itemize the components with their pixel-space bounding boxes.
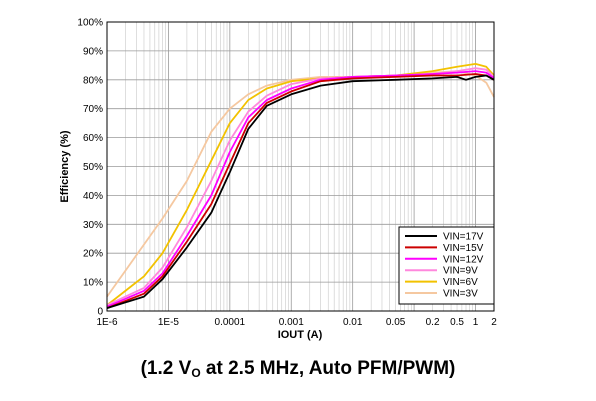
y-axis-label: Efficiency (%) (59, 130, 71, 202)
legend-box (398, 226, 495, 305)
series-lines (106, 63, 495, 309)
legend-label: VIN=15V (443, 243, 484, 254)
y-tick-label: 0 (97, 307, 103, 318)
caption-prefix: (1.2 V (140, 358, 192, 379)
y-tick-label: 70% (83, 104, 103, 115)
caption-subscript: O (191, 366, 201, 380)
caption-suffix: at 2.5 MHz, Auto PFM/PWM) (200, 358, 456, 379)
plot-frame (106, 21, 495, 312)
x-tick-label: 1E-6 (96, 317, 118, 328)
legend-label: VIN=6V (443, 277, 478, 288)
series-line-vin-12v (106, 70, 495, 308)
x-tick-label: 2 (491, 317, 497, 328)
legend-label: VIN=3V (443, 289, 478, 300)
x-tick-label: 0.001 (279, 317, 304, 328)
y-tick-labels: 0 10% 20% 30% 40% 50% 60% 70% 80% 90% 100% (77, 18, 103, 318)
y-tick-label: 40% (83, 191, 103, 202)
x-tick-label: 1E-5 (158, 317, 180, 328)
x-tick-label: 0.0001 (215, 317, 246, 328)
x-tick-label: 0.2 (426, 317, 440, 328)
y-tick-label: 90% (83, 46, 103, 57)
series-line-vin-6v (106, 63, 495, 306)
x-tick-label: 0.5 (450, 317, 464, 328)
x-tick-label: 1 (473, 317, 479, 328)
y-tick-label: 50% (83, 162, 103, 173)
y-tick-label: 30% (83, 220, 103, 231)
y-tick-label: 60% (83, 133, 103, 144)
x-tick-labels: 1E-6 1E-5 0.0001 0.001 0.01 0.05 0.2 0.5 1 2 (96, 317, 497, 328)
series-line-vin-17v (106, 74, 495, 309)
y-tick-label: 10% (83, 278, 103, 289)
x-axis-label: IOUT (A) (278, 329, 323, 341)
series-line-vin-9v (106, 67, 495, 307)
legend-label: VIN=17V (443, 232, 484, 243)
legend-label: VIN=9V (443, 266, 478, 277)
series-line-vin-15v (106, 73, 495, 309)
x-tick-label: 0.05 (386, 317, 406, 328)
chart-caption: (1.2 VO at 2.5 MHz, Auto PFM/PWM) (0, 358, 596, 380)
legend-label: VIN=12V (443, 254, 484, 265)
y-tick-label: 20% (83, 249, 103, 260)
x-tick-label: 0.01 (343, 317, 363, 328)
y-tick-label: 80% (83, 75, 103, 86)
y-tick-label: 100% (77, 18, 103, 29)
